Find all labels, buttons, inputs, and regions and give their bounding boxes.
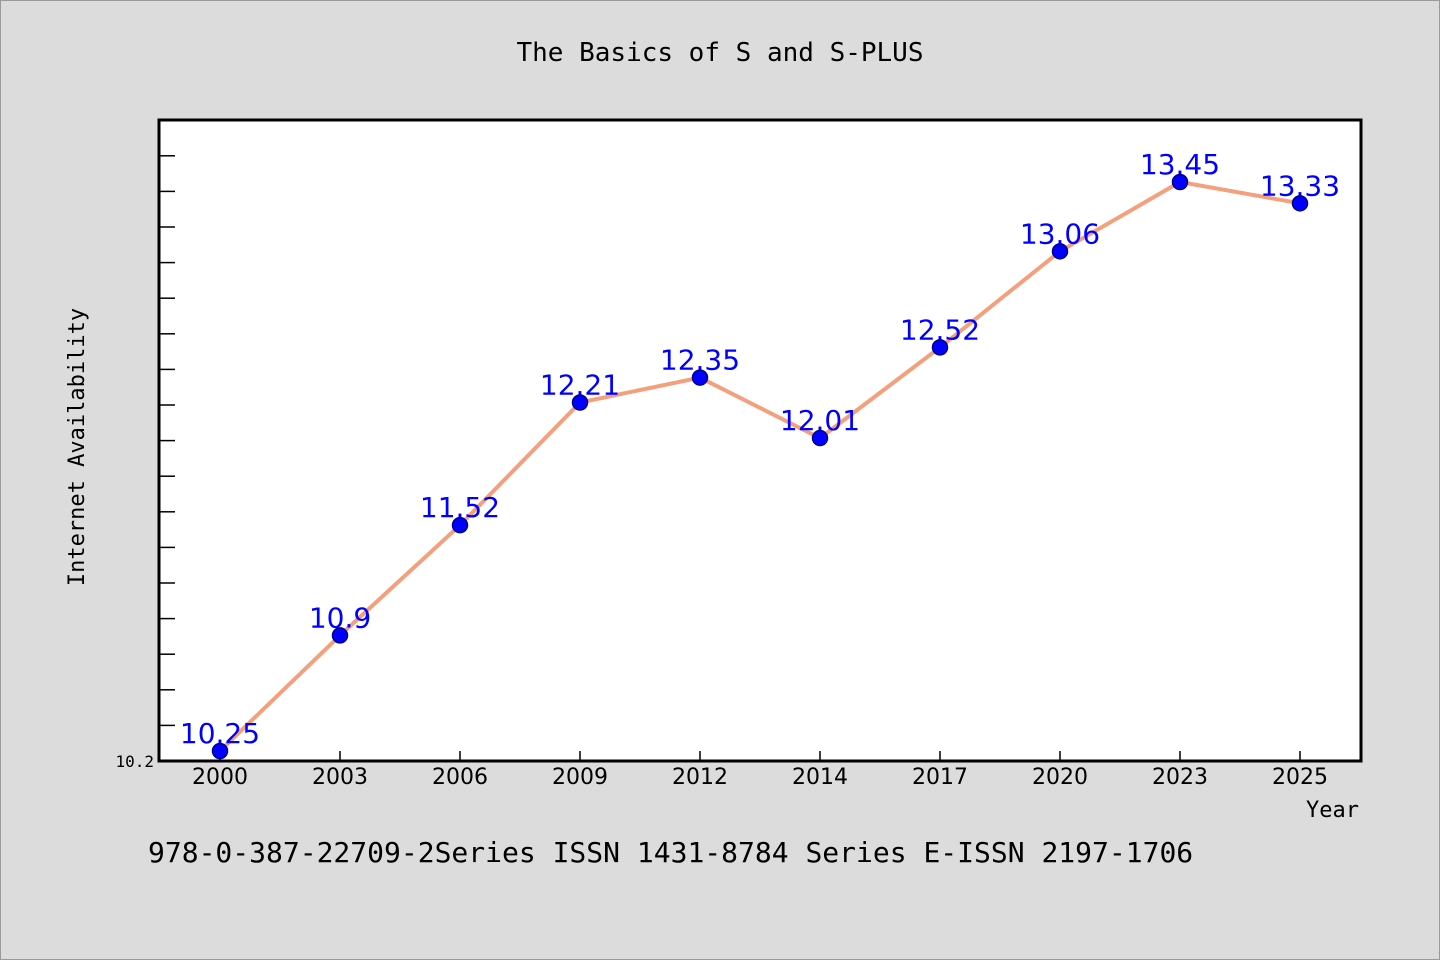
x-tick-label: 2020 — [1032, 765, 1088, 790]
x-tick-label: 2012 — [672, 765, 728, 790]
x-tick-label: 2025 — [1272, 765, 1328, 790]
data-label: 11.52 — [420, 491, 500, 524]
data-marker — [1171, 173, 1189, 191]
x-tick-label: 2017 — [912, 765, 968, 790]
data-marker — [1051, 243, 1069, 260]
data-marker — [811, 429, 829, 447]
data-label: 13.45 — [1140, 148, 1220, 181]
data-label: 12.35 — [660, 344, 740, 377]
x-tick-label: 2000 — [192, 765, 248, 790]
y-tick-label: 10.2 — [115, 752, 154, 771]
x-tick-label: 2014 — [792, 765, 848, 790]
data-label: 12.01 — [780, 404, 860, 437]
data-label: 10.9 — [309, 601, 371, 634]
data-markers — [211, 173, 1309, 760]
footer-isbn-text: 978-0-387-22709-2Series ISSN 1431-8784 S… — [148, 836, 1193, 869]
data-labels: 10.25 10.9 11.52 12.21 12.35 12.01 12.52 13.06 1… — [180, 148, 1340, 750]
y-axis-ticks — [159, 155, 175, 727]
x-tick-labels: 2000 2003 2006 2009 2012 2014 2017 2020 2023 2025 — [192, 765, 1328, 790]
data-marker — [571, 394, 589, 411]
chart-title: The Basics of S and S-PLUS — [517, 38, 924, 68]
plot-area — [157, 118, 1363, 763]
data-marker — [331, 627, 349, 644]
data-label: 12.52 — [900, 313, 980, 346]
data-marker — [451, 516, 469, 534]
data-label: 13.06 — [1020, 217, 1100, 250]
data-marker — [211, 742, 229, 760]
x-tick-label: 2009 — [552, 765, 608, 790]
data-label: 10.25 — [180, 717, 260, 750]
data-label: 13.33 — [1260, 169, 1340, 202]
x-tick-label: 2023 — [1152, 765, 1208, 790]
x-tick-label: 2006 — [432, 765, 488, 790]
data-marker — [691, 369, 709, 386]
x-axis-ticks — [219, 751, 1301, 761]
x-axis-label: Year — [1306, 798, 1359, 823]
data-marker — [931, 339, 949, 356]
x-tick-label: 2003 — [312, 765, 368, 790]
y-axis-label: Internet Availability — [65, 308, 90, 586]
data-label: 12.21 — [540, 368, 620, 401]
data-marker — [1291, 195, 1309, 212]
series-line — [218, 180, 1302, 753]
